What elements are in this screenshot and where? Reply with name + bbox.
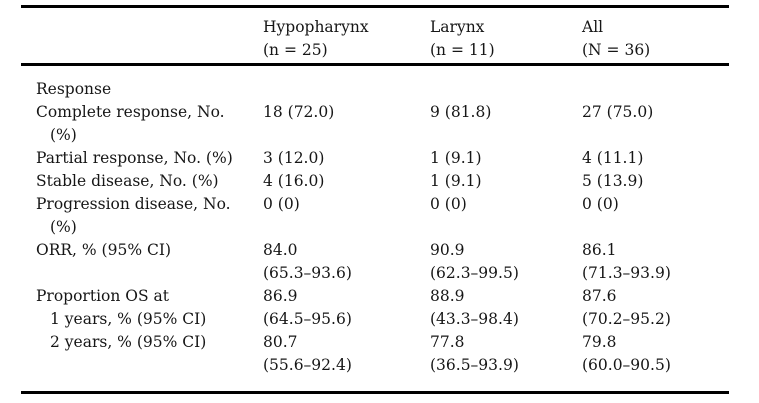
row-label: Proportion OS at 1 years, % (95% CI) 2 yea… (36, 285, 263, 377)
label-line: Partial response, No. (%) (36, 149, 233, 167)
value-line: 86.1 (582, 241, 617, 259)
header-col-hypopharynx: Hypopharynx (n = 25) (263, 16, 430, 62)
value-cell: 9 (81.8) (430, 101, 582, 147)
value-cell: 1 (9.1) (430, 170, 582, 193)
header-col-larynx: Larynx (n = 11) (430, 16, 582, 62)
row-label: Complete response, No. (%) (36, 101, 263, 147)
table-top-rule (21, 5, 729, 8)
value-line: (71.3–93.9) (582, 264, 671, 282)
value-cell: 90.9 (62.3–99.5) (430, 239, 582, 285)
value-line: 77.8 (430, 333, 465, 351)
column-subtitle: (n = 11) (430, 41, 495, 59)
label-line: 1 years, % (95% CI) (50, 310, 207, 328)
value-cell: 4 (16.0) (263, 170, 430, 193)
label-line: (%) (50, 126, 77, 144)
value-cell: 0 (0) (430, 193, 582, 239)
value-line: 0 (0) (430, 195, 467, 213)
value-cell: 5 (13.9) (582, 170, 729, 193)
column-subtitle: (n = 25) (263, 41, 328, 59)
section-label: Response (36, 78, 263, 101)
value-line: 18 (72.0) (263, 103, 335, 121)
label-line: 2 years, % (95% CI) (50, 333, 207, 351)
value-line: (64.5–95.6) (263, 310, 352, 328)
value-cell: 0 (0) (582, 193, 729, 239)
value-line: 79.8 (582, 333, 617, 351)
value-cell: 3 (12.0) (263, 147, 430, 170)
label-line: Stable disease, No. (%) (36, 172, 219, 190)
label-line: Progression disease, No. (36, 195, 231, 213)
value-line: 84.0 (263, 241, 298, 259)
value-line: 0 (0) (582, 195, 619, 213)
value-cell: 4 (11.1) (582, 147, 729, 170)
value-line: 1 (9.1) (430, 149, 482, 167)
value-cell: 88.9 (43.3–98.4) 77.8 (36.5–93.9) (430, 285, 582, 377)
label-line: Complete response, No. (36, 103, 225, 121)
row-label: Stable disease, No. (%) (36, 170, 263, 193)
value-cell (263, 78, 430, 101)
column-subtitle: (N = 36) (582, 41, 651, 59)
value-cell: 87.6 (70.2–95.2) 79.8 (60.0–90.5) (582, 285, 729, 377)
value-line: 4 (11.1) (582, 149, 644, 167)
value-line: (62.3–99.5) (430, 264, 519, 282)
value-line: 80.7 (263, 333, 298, 351)
value-cell: 86.9 (64.5–95.6) 80.7 (55.6–92.4) (263, 285, 430, 377)
value-cell: 27 (75.0) (582, 101, 729, 147)
value-line: (43.3–98.4) (430, 310, 519, 328)
value-line: 86.9 (263, 287, 298, 305)
value-line: 88.9 (430, 287, 465, 305)
label-line: Proportion OS at (36, 287, 169, 305)
row-label: Partial response, No. (%) (36, 147, 263, 170)
value-line: (60.0–90.5) (582, 356, 671, 374)
value-line: 3 (12.0) (263, 149, 325, 167)
value-line: 90.9 (430, 241, 465, 259)
table-header: Hypopharynx (n = 25) Larynx (n = 11) All… (36, 16, 729, 62)
value-line: (70.2–95.2) (582, 310, 671, 328)
value-line: 4 (16.0) (263, 172, 325, 190)
value-cell: 86.1 (71.3–93.9) (582, 239, 729, 285)
value-line: 87.6 (582, 287, 617, 305)
value-cell: 18 (72.0) (263, 101, 430, 147)
value-line: 0 (0) (263, 195, 300, 213)
value-line: 27 (75.0) (582, 103, 654, 121)
row-label: ORR, % (95% CI) (36, 239, 263, 285)
label-line: ORR, % (95% CI) (36, 241, 172, 259)
value-line: 1 (9.1) (430, 172, 482, 190)
value-cell: 0 (0) (263, 193, 430, 239)
value-line: (65.3–93.6) (263, 264, 352, 282)
value-cell (582, 78, 729, 101)
table-bottom-rule (21, 391, 729, 394)
table-body: Response Complete response, No. (%) 18 (72.… (36, 78, 729, 377)
column-title: All (582, 18, 604, 36)
value-cell: 1 (9.1) (430, 147, 582, 170)
header-empty-cell (36, 16, 263, 62)
label-line: (%) (50, 218, 77, 236)
value-cell (430, 78, 582, 101)
value-line: (55.6–92.4) (263, 356, 352, 374)
value-line: 5 (13.9) (582, 172, 644, 190)
value-line: 9 (81.8) (430, 103, 492, 121)
row-label: Progression disease, No. (%) (36, 193, 263, 239)
header-col-all: All (N = 36) (582, 16, 729, 62)
label-line: Response (36, 80, 112, 98)
column-title: Hypopharynx (263, 18, 369, 36)
column-title: Larynx (430, 18, 485, 36)
value-line: (36.5–93.9) (430, 356, 519, 374)
table-header-rule (21, 63, 729, 66)
value-cell: 84.0 (65.3–93.6) (263, 239, 430, 285)
